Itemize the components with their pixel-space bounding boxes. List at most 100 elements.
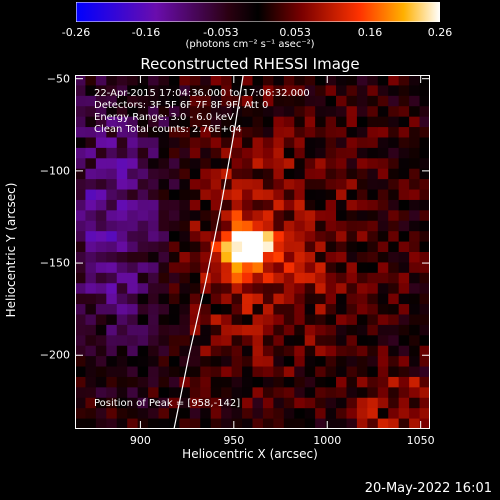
heatmap-cell [168,95,181,107]
heatmap-cell [367,418,379,429]
heatmap-cell [200,75,212,87]
heatmap-cell [221,376,233,388]
heatmap-cell [179,262,191,274]
heatmap-cell [168,241,181,253]
heatmap-cell [137,210,149,222]
heatmap-cell [210,293,222,305]
heatmap-cell [294,220,306,232]
heatmap-cell [85,387,97,399]
heatmap-cell [409,304,421,316]
heatmap-cell [283,127,295,139]
heatmap-cell [336,241,348,253]
axis-ticks [75,75,430,429]
heatmap-cell [75,376,87,388]
heatmap-cell [158,147,170,159]
heatmap-cell [294,241,306,253]
heatmap-cell [137,324,149,336]
heatmap-cell [242,179,254,191]
heatmap-cell [356,127,368,139]
heatmap-cell [127,335,139,347]
heatmap-cell [221,241,233,253]
heatmap-cell [85,210,97,222]
heatmap-cell [398,137,410,149]
heatmap-cell [273,293,285,305]
heatmap-cell [148,356,160,368]
heatmap-cell [336,210,348,222]
heatmap-cell [95,106,107,118]
heatmap-cell [75,252,87,264]
heatmap-cell [419,199,430,211]
heatmap-cell [367,293,379,305]
heatmap-cell [409,199,421,211]
heatmap-cell [409,335,421,347]
heatmap-cell [294,272,306,284]
heatmap-cell [210,85,222,97]
heatmap-cell [158,231,170,243]
heatmap-cell [377,95,389,107]
heatmap-cell [127,189,139,201]
heatmap-cell [262,137,274,149]
heatmap-cell [75,314,87,326]
heatmap-cell [148,127,160,139]
heatmap-cell [137,356,149,368]
heatmap-cell [189,85,201,97]
heatmap-cell [273,387,285,399]
heatmap-cell [336,127,348,139]
heatmap-cell [419,376,430,388]
heatmap-cell [356,231,368,243]
heatmap-cell [168,210,181,222]
heatmap-cell [273,324,285,336]
heatmap-cell [283,210,295,222]
heatmap-cell [356,85,368,97]
heatmap-cell [377,85,389,97]
heatmap-cell [304,106,316,118]
heatmap-cell [419,210,430,222]
heatmap-cell [273,147,285,159]
heatmap-cell [179,397,191,409]
heatmap-cell [231,376,243,388]
heatmap-cell [262,418,274,429]
heatmap-cell [210,116,222,128]
heatmap-cell [336,324,348,336]
heatmap-cell [377,179,389,191]
heatmap-cell [127,231,139,243]
heatmap-cell [189,314,201,326]
heatmap-cell [179,345,191,357]
heatmap-cell [127,85,139,97]
heatmap-cell [304,304,316,316]
heatmap-cell [231,335,243,347]
heatmap-cell [273,335,285,347]
heatmap-cell [179,75,191,87]
heatmap-cell [398,189,410,201]
heatmap-cell [95,283,107,295]
heatmap-cell [367,262,379,274]
heatmap-cell [252,127,264,139]
heatmap-cell [294,75,306,87]
heatmap-cell [179,147,191,159]
annotation-energy: Energy Range: 3.0 - 6.0 keV [94,112,234,123]
heatmap-cell [179,356,191,368]
heatmap-cell [137,387,149,399]
heatmap-cell [356,189,368,201]
heatmap-cell [95,220,107,232]
heatmap-cell [294,252,306,264]
heatmap-cell [75,345,87,357]
heatmap-cell [388,147,400,159]
heatmap-cell [189,408,201,420]
colorbar-tick-label: 0.26 [427,26,453,39]
heatmap-cell [221,252,233,264]
heatmap-cell [294,158,306,170]
heatmap-cell [252,397,264,409]
heatmap-cell [75,408,87,420]
x-axis-label: Heliocentric X (arcsec) [182,447,318,461]
heatmap-cell [242,75,254,87]
heatmap-cell [210,252,222,264]
heatmap-cell [168,304,181,316]
heatmap-cell [189,127,201,139]
heatmap-cell [127,262,139,274]
heatmap-cell [336,199,348,211]
heatmap-cell [304,220,316,232]
heatmap-cell [75,324,87,336]
heatmap-cell [179,324,191,336]
heatmap-cell [189,231,201,243]
